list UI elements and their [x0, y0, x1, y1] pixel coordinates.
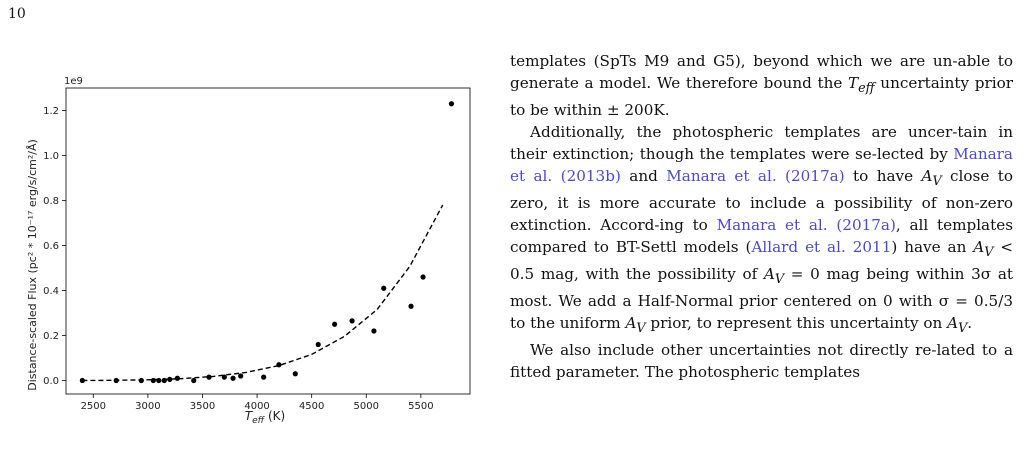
- x-tick-label: 2500: [81, 401, 106, 412]
- data-point: [332, 321, 338, 327]
- text-run: < 0.5 mag, with the possibility of: [510, 238, 1014, 284]
- x-tick-label: 4500: [299, 401, 324, 412]
- teff-symbol: Teff: [848, 74, 875, 96]
- text-run: to have: [844, 167, 922, 186]
- y-tick-label: 0.4: [43, 286, 59, 297]
- citation-link[interactable]: Allard et al. 2011: [751, 238, 892, 257]
- x-tick-label: 5000: [354, 401, 379, 412]
- x-axis-label: Teff (K): [245, 409, 285, 426]
- data-point: [315, 341, 321, 348]
- paragraph-2: Additionally, the photospheric templates…: [510, 121, 1013, 339]
- text-run: = 0 mag being within 3σ at most. We add …: [510, 265, 1014, 333]
- citation-link[interactable]: Manara et al. (2017a): [716, 216, 896, 235]
- data-point: [230, 375, 236, 381]
- figure: 2500 3000 3500 4000 4500 5000 5500 0.0 0.2 0.4 0.6…: [0, 60, 510, 430]
- x-tick-label: 3500: [190, 401, 215, 412]
- x-tick-label: 3000: [135, 401, 160, 412]
- fit-curve: [82, 204, 444, 382]
- y-tick-label: 1.2: [43, 106, 59, 117]
- paragraph-1: templates (SpTs M9 and G5), beyond which…: [510, 50, 1013, 121]
- text-run: .: [967, 314, 973, 333]
- av-symbol: AV: [947, 314, 968, 336]
- data-point: [79, 377, 85, 384]
- text-run: uncertainty prior to be within ± 200K.: [510, 74, 1013, 120]
- data-point: [156, 377, 162, 384]
- data-point: [138, 377, 144, 384]
- text-run: , all templates compared to BT-Settl mod…: [510, 216, 1013, 257]
- data-point: [371, 328, 377, 334]
- data-point: [276, 362, 282, 368]
- data-point: [381, 285, 387, 291]
- data-point: [349, 318, 355, 324]
- y-axis-label: Distance-scaled Flux (pc² * 10⁻¹⁷ erg/s/…: [26, 139, 39, 391]
- paragraph-3: We also include other uncertainties not …: [510, 341, 1013, 382]
- y-tick-label: 0.6: [43, 241, 59, 252]
- av-symbol: AV: [973, 238, 994, 260]
- data-point: [420, 274, 426, 280]
- data-point: [191, 377, 197, 384]
- data-point: [261, 374, 267, 380]
- y-offset-text: 1e9: [64, 76, 83, 87]
- data-point: [113, 377, 119, 384]
- data-point: [448, 101, 455, 107]
- scatter-chart: 2500 3000 3500 4000 4500 5000 5500 0.0 0.2 0.4 0.6…: [26, 76, 471, 426]
- page-number: 10: [8, 6, 26, 22]
- citation-link[interactable]: Manara et al. (2017a): [666, 167, 845, 186]
- data-point: [161, 377, 167, 384]
- y-tick-label: 0.8: [43, 196, 59, 207]
- y-tick-label: 1.0: [43, 151, 59, 162]
- plot-frame: [65, 87, 471, 395]
- body-text: templates (SpTs M9 and G5), beyond which…: [510, 50, 1013, 383]
- data-point: [238, 373, 244, 379]
- y-tick-label: 0.2: [43, 331, 59, 342]
- data-point: [150, 377, 156, 384]
- x-tick-label: 5500: [408, 401, 433, 412]
- text-run: and: [620, 167, 667, 186]
- text-run: close to zero, it is more accurate to in…: [510, 167, 1013, 235]
- citation-link[interactable]: Manara et al. (2013b): [510, 145, 1013, 186]
- x-tick-label: 4000: [244, 401, 269, 412]
- data-point: [408, 303, 414, 309]
- text-run: templates (SpTs M9 and G5), beyond which…: [510, 52, 1013, 92]
- data-point: [174, 375, 180, 381]
- av-symbol: AV: [921, 167, 942, 189]
- text-run: ) have an: [891, 238, 974, 257]
- data-point: [206, 374, 212, 380]
- text-run: Additionally, the photospheric templates…: [510, 123, 1013, 164]
- av-symbol: AV: [763, 265, 785, 287]
- data-point: [292, 371, 298, 377]
- data-point: [167, 376, 173, 382]
- data-point: [221, 374, 227, 380]
- y-tick-label: 0.0: [43, 376, 59, 387]
- av-symbol: AV: [625, 314, 646, 336]
- text-run: prior, to represent this uncertainty on: [645, 314, 948, 333]
